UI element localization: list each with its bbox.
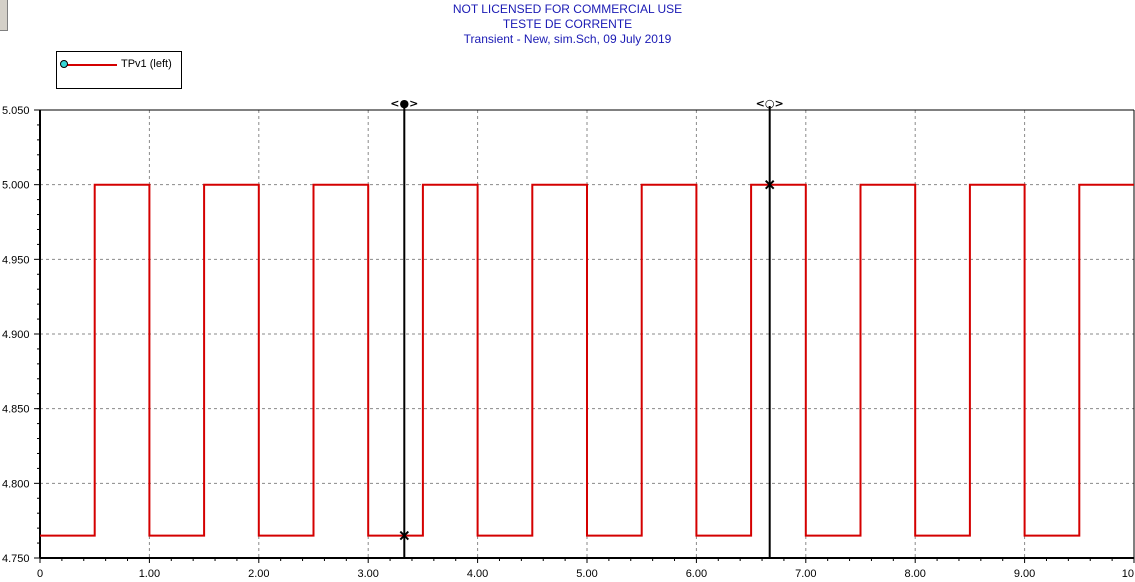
corner-button[interactable] bbox=[0, 0, 8, 31]
series-line-tpv1 bbox=[40, 183, 1134, 537]
cursor-2-handle-icon[interactable]: <○> bbox=[756, 97, 784, 110]
y-tick-label: 4.850 bbox=[2, 404, 30, 416]
y-tick-label: 4.750 bbox=[2, 553, 30, 565]
cursor-layer[interactable]: <●> <○> bbox=[390, 97, 784, 558]
x-tick-label: 9.00 bbox=[1014, 568, 1035, 580]
y-tick-label: 4.800 bbox=[2, 478, 30, 490]
tick-label-layer: 4.750 4.800 4.850 4.900 4.950 5.000 5.050 0 1.00… bbox=[2, 105, 1134, 580]
x-tick-label: 3.00 bbox=[357, 568, 378, 580]
x-tick-label: 5.00 bbox=[576, 568, 597, 580]
x-tick-label: 6.00 bbox=[686, 568, 707, 580]
x-tick-label: 2.00 bbox=[248, 568, 269, 580]
y-tick-label: 4.900 bbox=[2, 329, 30, 341]
cursor-1-point-marker bbox=[399, 530, 410, 541]
x-tick-label: 1.00 bbox=[139, 568, 160, 580]
cursor-2-point-marker bbox=[764, 179, 775, 190]
legend-label: TPv1 (left) bbox=[121, 58, 172, 70]
x-tick-label: 0 bbox=[37, 568, 43, 580]
circle-marker-icon bbox=[60, 60, 68, 68]
y-tick-label: 5.050 bbox=[2, 105, 30, 117]
y-tick-label: 5.000 bbox=[2, 180, 30, 192]
x-tick-label: 8.00 bbox=[904, 568, 925, 580]
license-notice: NOT LICENSED FOR COMMERCIAL USE bbox=[452, 2, 683, 16]
x-tick-label: 4.00 bbox=[467, 568, 488, 580]
chart-header: NOT LICENSED FOR COMMERCIAL USE TESTE DE… bbox=[0, 2, 1135, 47]
chart-title: TESTE DE CORRENTE bbox=[502, 17, 633, 31]
legend-line-swatch bbox=[63, 64, 117, 66]
x-tick-label: 10 bbox=[1122, 568, 1134, 580]
series-layer bbox=[40, 183, 1134, 537]
legend[interactable]: TPv1 (left) bbox=[56, 51, 182, 89]
analysis-info: Transient - New, sim.Sch, 09 July 2019 bbox=[463, 32, 672, 46]
x-tick-label: 7.00 bbox=[795, 568, 816, 580]
cursor-1-handle-icon[interactable]: <●> bbox=[390, 97, 418, 110]
y-tick-label: 4.950 bbox=[2, 254, 30, 266]
